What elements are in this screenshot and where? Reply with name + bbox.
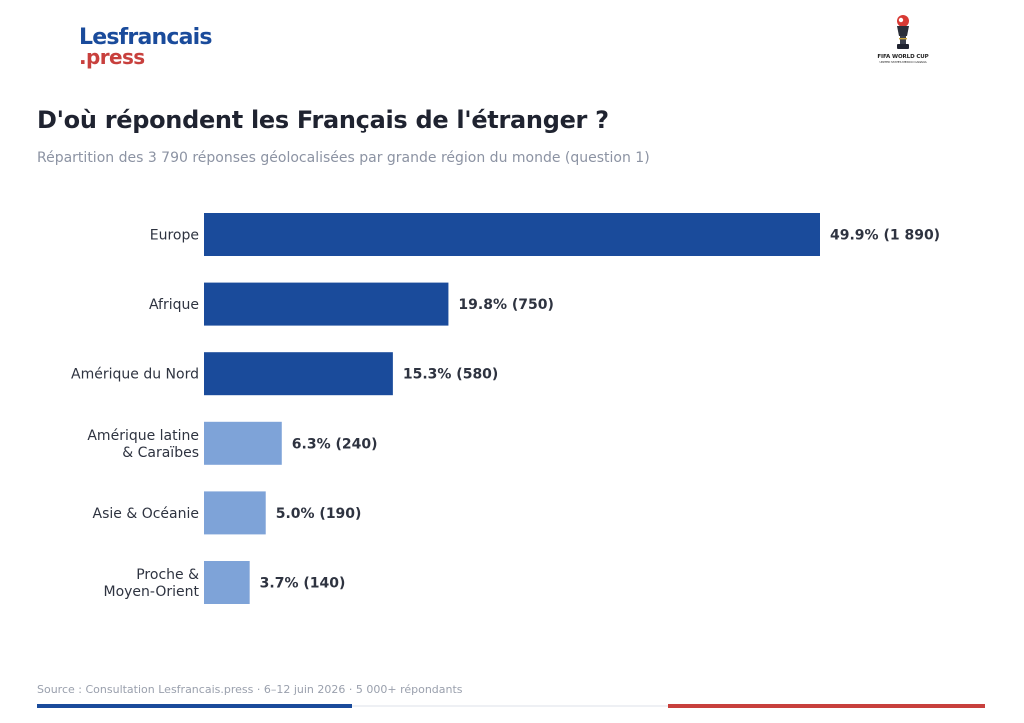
- value-label-1: 19.8% (750): [458, 297, 553, 313]
- value-label-0: 49.9% (1 890): [830, 228, 940, 244]
- bar-1: [204, 282, 449, 326]
- value-label-3: 6.3% (240): [292, 436, 378, 452]
- emblem-text-line2: UNITED STATES MEXICO CANADA: [879, 60, 927, 64]
- emblem-text: FIFA WORLD CUP UNITED STATES MEXICO CANA…: [876, 54, 930, 64]
- category-label-line: Amérique du Nord: [71, 367, 199, 383]
- footer-rule-red: [668, 704, 985, 708]
- footer-rule-blue: [37, 704, 352, 708]
- logo-line1: Lesfrancais: [79, 25, 212, 50]
- world-cup-trophy-icon: [897, 15, 909, 49]
- logo-line2: .press: [79, 45, 145, 69]
- footer-rule-light: [352, 705, 668, 707]
- bar-4: [204, 491, 266, 535]
- category-label-2: Amérique du Nord: [71, 367, 199, 383]
- emblem-text-line1: FIFA WORLD CUP: [877, 54, 929, 60]
- category-label-line: Afrique: [149, 297, 199, 313]
- bar-5: [204, 561, 250, 604]
- bar-2: [204, 352, 393, 396]
- category-label-line: & Caraïbes: [122, 445, 199, 461]
- brand-logo: Lesfrancais .press: [79, 25, 212, 69]
- category-label-line: Amérique latine: [87, 428, 199, 444]
- category-label-line: Moyen-Orient: [104, 584, 200, 600]
- category-label-1: Afrique: [149, 297, 199, 313]
- chart-subtitle: Répartition des 3 790 réponses géolocali…: [37, 150, 650, 166]
- category-label-line: Asie & Océanie: [93, 506, 199, 522]
- category-label-5: Proche & Moyen-Orient: [104, 567, 200, 600]
- value-label-5: 3.7% (140): [260, 576, 346, 592]
- value-label-4: 5.0% (190): [276, 506, 362, 522]
- chart-title: D'où répondent les Français de l'étrange…: [37, 106, 609, 134]
- source-note: Source : Consultation Lesfrancais.press …: [37, 683, 463, 696]
- world-cup-emblem: FIFA WORLD CUP UNITED STATES MEXICO CANA…: [876, 14, 930, 68]
- category-label-line: Proche &: [136, 567, 199, 583]
- bar-3: [204, 421, 282, 465]
- category-label-line: Europe: [150, 228, 199, 244]
- category-label-3: Amérique latine & Caraïbes: [87, 428, 199, 461]
- value-label-2: 15.3% (580): [403, 367, 498, 383]
- bar-0: [204, 213, 820, 256]
- bar-chart: Europe 49.9% (1 890) Afrique 19.8% (750) Amé…: [71, 213, 940, 604]
- category-label-0: Europe: [150, 228, 199, 244]
- category-label-4: Asie & Océanie: [93, 506, 199, 522]
